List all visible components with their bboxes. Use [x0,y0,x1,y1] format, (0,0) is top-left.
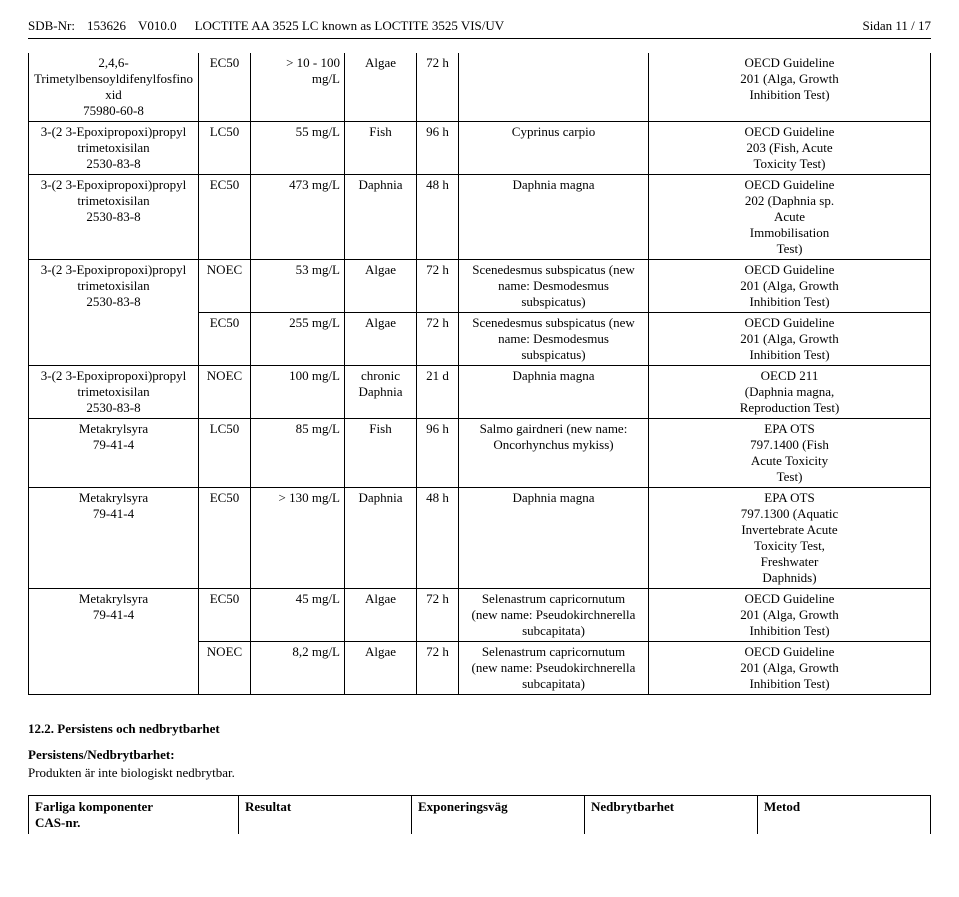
endpoint-code: NOEC [199,642,251,695]
guideline-cell: OECD Guideline201 (Alga, GrowthInhibitio… [649,589,931,642]
species-cell: Daphnia magna [459,488,649,589]
table-row: 3-(2 3-Epoxipropoxi)propyltrimetoxisilan… [29,366,931,419]
species-cell: Salmo gairdneri (new name:Oncorhynchus m… [459,419,649,488]
endpoint-code: NOEC [199,366,251,419]
value-cell: > 130 mg/L [251,488,345,589]
table-row: Metakrylsyra79-41-4EC50> 130 mg/LDaphnia… [29,488,931,589]
duration-cell: 48 h [417,175,459,260]
species-cell: Selenastrum capricornutum(new name: Pseu… [459,642,649,695]
medium-cell: Daphnia [345,488,417,589]
table-row: 2,4,6-Trimetylbensoyldifenylfosfinoxid75… [29,53,931,122]
guideline-cell: EPA OTS797.1300 (AquaticInvertebrate Acu… [649,488,931,589]
guideline-cell: OECD Guideline201 (Alga, GrowthInhibitio… [649,53,931,122]
endpoint-code: LC50 [199,122,251,175]
species-cell [459,53,649,122]
guideline-cell: OECD Guideline202 (Daphnia sp.AcuteImmob… [649,175,931,260]
species-cell: Cyprinus carpio [459,122,649,175]
value-cell: 255 mg/L [251,313,345,366]
footer-header-cell: Resultat [239,796,412,835]
value-cell: 8,2 mg/L [251,642,345,695]
persistence-subtitle: Persistens/Nedbrytbarhet: [28,747,931,763]
degradation-table: Farliga komponenterCAS-nr.ResultatExpone… [28,795,931,834]
doc-title: LOCTITE AA 3525 LC known as LOCTITE 3525… [195,18,505,34]
species-cell: Selenastrum capricornutum(new name: Pseu… [459,589,649,642]
species-cell: Daphnia magna [459,366,649,419]
table-row: Metakrylsyra79-41-4EC5045 mg/LAlgae72 hS… [29,589,931,642]
duration-cell: 48 h [417,488,459,589]
species-cell: Daphnia magna [459,175,649,260]
species-cell: Scenedesmus subspicatus (newname: Desmod… [459,313,649,366]
footer-header-cell: Metod [758,796,931,835]
medium-cell: Algae [345,589,417,642]
duration-cell: 96 h [417,122,459,175]
substance-cell: 2,4,6-Trimetylbensoyldifenylfosfinoxid75… [29,53,199,122]
substance-cell: Metakrylsyra79-41-4 [29,419,199,488]
species-cell: Scenedesmus subspicatus (newname: Desmod… [459,260,649,313]
footer-header-cell: Nedbrytbarhet [585,796,758,835]
duration-cell: 72 h [417,589,459,642]
value-cell: 55 mg/L [251,122,345,175]
value-cell: 85 mg/L [251,419,345,488]
duration-cell: 21 d [417,366,459,419]
endpoint-code: LC50 [199,419,251,488]
medium-cell: Algae [345,642,417,695]
guideline-cell: OECD Guideline201 (Alga, GrowthInhibitio… [649,260,931,313]
medium-cell: Algae [345,313,417,366]
persistence-block: Persistens/Nedbrytbarhet: Produkten är i… [28,747,931,781]
substance-cell: Metakrylsyra79-41-4 [29,488,199,589]
duration-cell: 72 h [417,53,459,122]
section-12-2-title: 12.2. Persistens och nedbrytbarhet [28,721,931,737]
substance-cell: 3-(2 3-Epoxipropoxi)propyltrimetoxisilan… [29,175,199,260]
sdb-label: SDB-Nr: [28,18,75,34]
medium-cell: Algae [345,260,417,313]
header-left: SDB-Nr: 153626 V010.0 LOCTITE AA 3525 LC… [28,18,504,34]
page-number: Sidan 11 / 17 [863,18,932,34]
endpoint-code: EC50 [199,589,251,642]
endpoint-code: EC50 [199,313,251,366]
value-cell: 100 mg/L [251,366,345,419]
table-row: 3-(2 3-Epoxipropoxi)propyltrimetoxisilan… [29,260,931,313]
substance-cell: 3-(2 3-Epoxipropoxi)propyltrimetoxisilan… [29,122,199,175]
sdb-value: 153626 [87,18,126,34]
endpoint-code: EC50 [199,53,251,122]
medium-cell: Daphnia [345,175,417,260]
duration-cell: 96 h [417,419,459,488]
medium-cell: chronicDaphnia [345,366,417,419]
table-row: 3-(2 3-Epoxipropoxi)propyltrimetoxisilan… [29,122,931,175]
value-cell: > 10 - 100 mg/L [251,53,345,122]
substance-cell: 3-(2 3-Epoxipropoxi)propyltrimetoxisilan… [29,366,199,419]
duration-cell: 72 h [417,260,459,313]
duration-cell: 72 h [417,642,459,695]
table-row: Metakrylsyra79-41-4LC5085 mg/LFish96 hSa… [29,419,931,488]
value-cell: 473 mg/L [251,175,345,260]
doc-version: V010.0 [138,18,177,34]
value-cell: 45 mg/L [251,589,345,642]
ecotox-table: 2,4,6-Trimetylbensoyldifenylfosfinoxid75… [28,53,931,695]
substance-cell: Metakrylsyra79-41-4 [29,589,199,695]
duration-cell: 72 h [417,313,459,366]
table-row: 3-(2 3-Epoxipropoxi)propyltrimetoxisilan… [29,175,931,260]
footer-header-cell: Exponeringsväg [412,796,585,835]
header-rule [28,38,931,39]
medium-cell: Algae [345,53,417,122]
substance-cell: 3-(2 3-Epoxipropoxi)propyltrimetoxisilan… [29,260,199,366]
endpoint-code: NOEC [199,260,251,313]
persistence-text: Produkten är inte biologiskt nedbrytbar. [28,765,931,781]
medium-cell: Fish [345,419,417,488]
page-header: SDB-Nr: 153626 V010.0 LOCTITE AA 3525 LC… [28,18,931,34]
endpoint-code: EC50 [199,175,251,260]
guideline-cell: OECD 211(Daphnia magna,Reproduction Test… [649,366,931,419]
guideline-cell: EPA OTS797.1400 (FishAcute ToxicityTest) [649,419,931,488]
guideline-cell: OECD Guideline201 (Alga, GrowthInhibitio… [649,642,931,695]
guideline-cell: OECD Guideline201 (Alga, GrowthInhibitio… [649,313,931,366]
guideline-cell: OECD Guideline203 (Fish, AcuteToxicity T… [649,122,931,175]
value-cell: 53 mg/L [251,260,345,313]
footer-header-cell: Farliga komponenterCAS-nr. [29,796,239,835]
endpoint-code: EC50 [199,488,251,589]
medium-cell: Fish [345,122,417,175]
